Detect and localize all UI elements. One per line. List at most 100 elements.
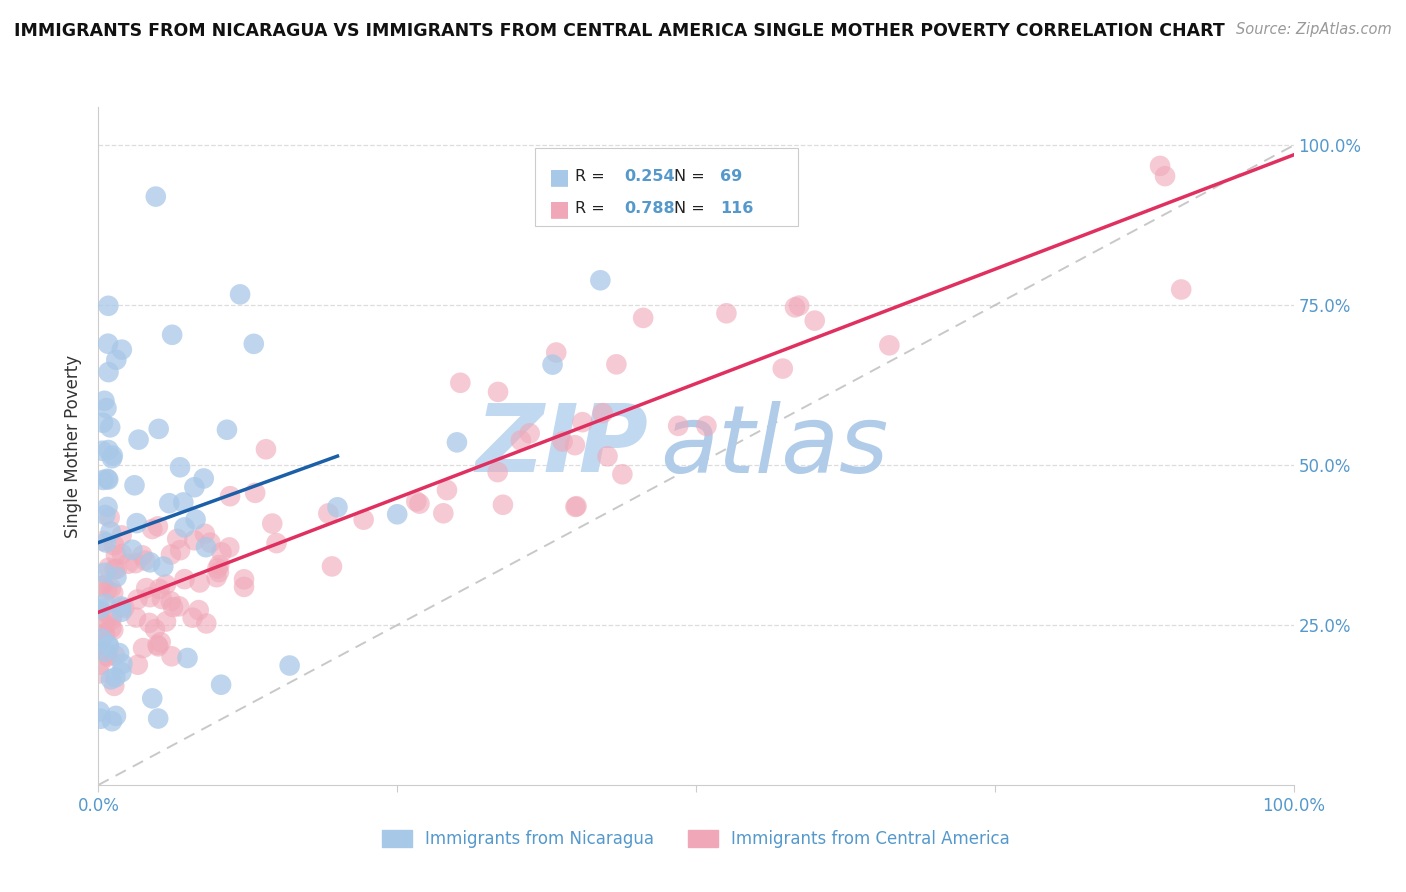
Point <box>183 480 205 494</box>
Point <box>103 679 125 693</box>
Point <box>104 548 127 562</box>
Point <box>187 603 209 617</box>
Point <box>100 524 122 539</box>
Point <box>436 483 458 497</box>
Point <box>97 443 120 458</box>
Point <box>605 357 627 371</box>
Point <box>103 538 125 552</box>
Point <box>716 306 738 320</box>
Point <box>173 572 195 586</box>
Point <box>94 645 117 659</box>
Point <box>101 449 124 463</box>
Point <box>148 582 170 596</box>
Point <box>112 601 135 615</box>
Point <box>100 673 122 687</box>
Text: N =: N = <box>675 202 710 216</box>
Text: 0.254: 0.254 <box>624 169 675 185</box>
Point <box>546 345 568 359</box>
Point <box>104 648 127 663</box>
Text: 0.788: 0.788 <box>624 202 675 216</box>
Point <box>565 500 588 514</box>
Point <box>100 621 122 635</box>
Text: atlas: atlas <box>661 401 889 491</box>
Point <box>146 519 169 533</box>
Point <box>209 678 232 692</box>
Point <box>772 361 794 376</box>
Point <box>254 442 277 457</box>
Point <box>145 189 167 203</box>
Point <box>879 338 901 352</box>
Point <box>128 433 150 447</box>
Point <box>89 638 111 652</box>
Point <box>193 471 215 485</box>
Text: IMMIGRANTS FROM NICARAGUA VS IMMIGRANTS FROM CENTRAL AMERICA SINGLE MOTHER POVER: IMMIGRANTS FROM NICARAGUA VS IMMIGRANTS … <box>14 22 1225 40</box>
Point <box>184 512 207 526</box>
Point <box>96 500 118 514</box>
Text: 69: 69 <box>720 169 742 185</box>
Point <box>111 657 134 671</box>
Point <box>124 556 146 570</box>
Text: ZIP: ZIP <box>475 400 648 492</box>
Point <box>207 561 229 575</box>
Text: ■: ■ <box>548 199 569 219</box>
Point <box>195 616 218 631</box>
Point <box>127 592 149 607</box>
Point <box>132 641 155 656</box>
Point <box>139 590 162 604</box>
Point <box>97 336 120 351</box>
Point <box>803 313 825 327</box>
Point <box>104 670 127 684</box>
Point <box>1170 283 1192 297</box>
Point <box>90 637 112 651</box>
Point <box>208 558 231 572</box>
Point <box>97 640 120 654</box>
Point <box>564 438 586 452</box>
Point <box>143 622 166 636</box>
Point <box>612 467 634 482</box>
Point <box>169 543 191 558</box>
Point <box>146 638 169 652</box>
Point <box>127 657 149 672</box>
Point <box>89 601 111 615</box>
Point <box>326 500 349 515</box>
Point <box>181 610 204 624</box>
Point <box>97 561 120 575</box>
Point <box>157 496 180 510</box>
Point <box>124 478 146 492</box>
FancyBboxPatch shape <box>534 148 797 226</box>
Text: N =: N = <box>675 169 710 185</box>
Point <box>195 540 218 554</box>
Point <box>551 434 574 449</box>
Point <box>385 508 409 522</box>
Point <box>666 418 689 433</box>
Point <box>94 508 117 522</box>
Point <box>1154 169 1177 183</box>
Point <box>98 510 121 524</box>
Point <box>446 435 468 450</box>
Point <box>117 557 139 571</box>
Point <box>94 617 117 632</box>
Point <box>571 415 593 429</box>
Point <box>278 658 301 673</box>
Text: 116: 116 <box>720 202 754 216</box>
Point <box>97 649 120 664</box>
Point <box>183 533 205 548</box>
Point <box>589 273 612 287</box>
Point <box>243 336 266 351</box>
Point <box>97 299 120 313</box>
Point <box>89 666 111 681</box>
Point <box>138 615 160 630</box>
Point <box>100 613 122 627</box>
Point <box>93 566 115 580</box>
Point <box>97 473 120 487</box>
Point <box>91 416 114 430</box>
Point <box>91 443 114 458</box>
Point <box>103 586 125 600</box>
Point <box>449 376 471 390</box>
Point <box>90 579 112 593</box>
Point <box>121 542 143 557</box>
Point <box>152 559 174 574</box>
Point <box>592 406 614 420</box>
Point <box>408 497 430 511</box>
Point <box>148 640 170 654</box>
